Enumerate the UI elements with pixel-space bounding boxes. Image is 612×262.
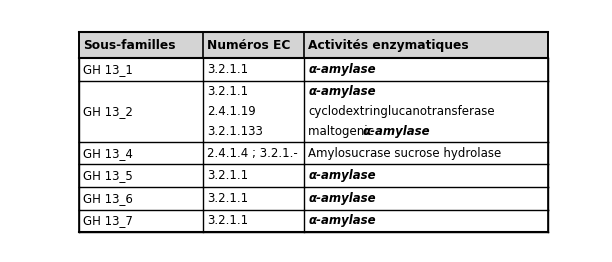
Text: 3.2.1.1: 3.2.1.1 — [207, 85, 248, 98]
Text: GH 13_5: GH 13_5 — [83, 169, 132, 182]
Text: GH 13_1: GH 13_1 — [83, 63, 133, 76]
Text: 3.2.1.1: 3.2.1.1 — [207, 169, 248, 182]
Text: α-amylase: α-amylase — [308, 214, 376, 227]
Text: Amylosucrase sucrose hydrolase: Amylosucrase sucrose hydrolase — [308, 147, 501, 160]
Text: 3.2.1.1: 3.2.1.1 — [207, 214, 248, 227]
Text: Sous-familles: Sous-familles — [83, 39, 175, 52]
Bar — [79, 81, 548, 142]
Text: cyclodextringlucanotransferase: cyclodextringlucanotransferase — [308, 105, 494, 118]
Text: 2.4.1.19: 2.4.1.19 — [207, 105, 256, 118]
Text: 3.2.1.1: 3.2.1.1 — [207, 63, 248, 76]
Text: Activités enzymatiques: Activités enzymatiques — [308, 39, 469, 52]
Bar — [79, 58, 548, 81]
Bar — [79, 165, 548, 187]
Bar — [79, 142, 548, 165]
Text: 2.4.1.4 ; 3.2.1.-: 2.4.1.4 ; 3.2.1.- — [207, 147, 298, 160]
Text: GH 13_7: GH 13_7 — [83, 214, 133, 227]
Bar — [79, 32, 548, 58]
Text: maltogenic: maltogenic — [308, 125, 378, 138]
Bar — [79, 210, 548, 232]
Text: α-amylase: α-amylase — [308, 192, 376, 205]
Text: GH 13_6: GH 13_6 — [83, 192, 133, 205]
Text: α-amylase: α-amylase — [362, 125, 430, 138]
Text: Numéros EC: Numéros EC — [207, 39, 291, 52]
Text: α-amylase: α-amylase — [308, 85, 376, 98]
Text: α-amylase: α-amylase — [308, 63, 376, 76]
Text: GH 13_2: GH 13_2 — [83, 105, 133, 118]
Text: α-amylase: α-amylase — [308, 169, 376, 182]
Text: GH 13_4: GH 13_4 — [83, 147, 133, 160]
Text: 3.2.1.133: 3.2.1.133 — [207, 125, 263, 138]
Text: 3.2.1.1: 3.2.1.1 — [207, 192, 248, 205]
Bar — [79, 187, 548, 210]
